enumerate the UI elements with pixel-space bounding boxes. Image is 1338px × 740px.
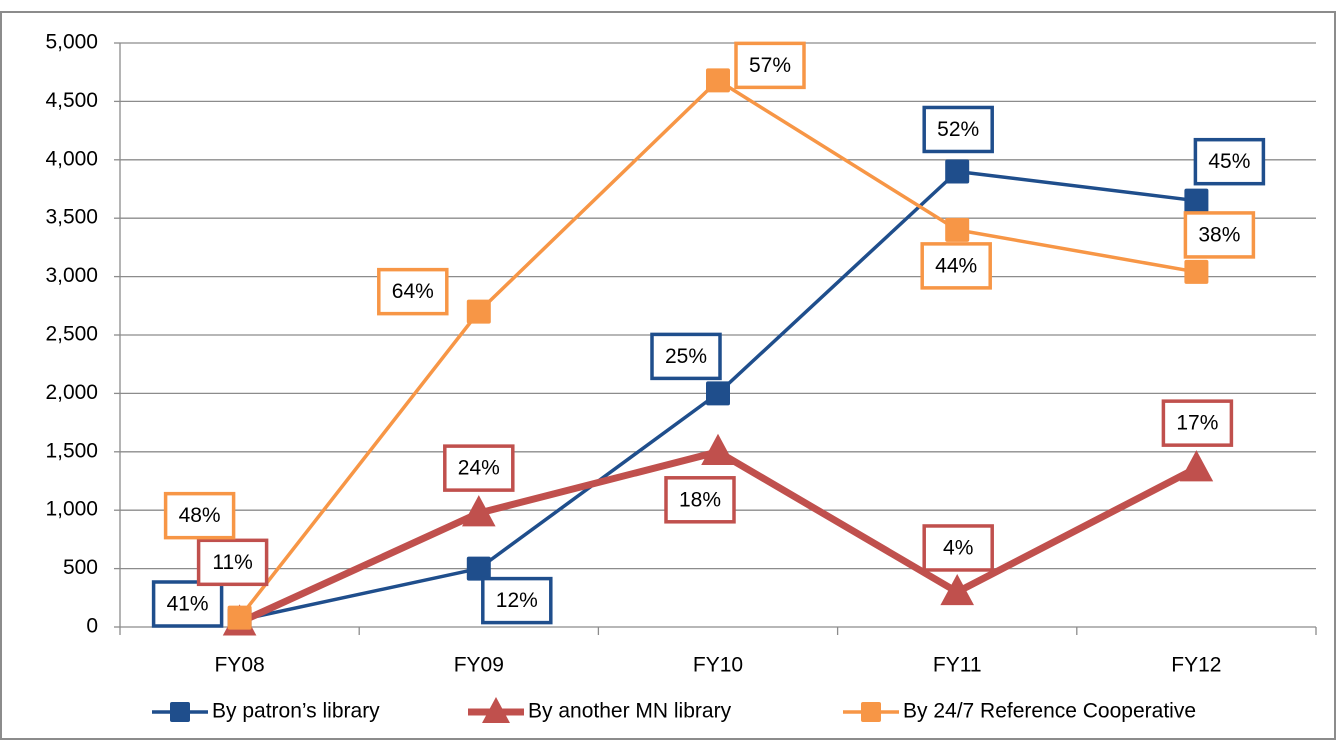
marker — [945, 159, 970, 184]
marker — [462, 495, 496, 527]
data-label-box — [922, 105, 994, 154]
data-label-box — [481, 576, 553, 625]
x-tick-label: FY11 — [933, 654, 982, 677]
marker — [1184, 188, 1209, 213]
x-tick-label: FY08 — [214, 654, 264, 677]
series — [227, 68, 1209, 630]
y-tick-label: 0 — [86, 615, 98, 638]
data-label: 48% — [179, 504, 221, 527]
data-label: 25% — [665, 345, 707, 368]
data-label: 64% — [392, 280, 434, 303]
marker — [706, 381, 730, 406]
y-tick-label: 1,500 — [45, 439, 98, 462]
marker — [701, 433, 735, 465]
data-label: 12% — [496, 589, 538, 612]
data-label-box — [650, 332, 722, 381]
marker — [466, 556, 491, 581]
x-tick-label: FY10 — [693, 654, 743, 677]
data-label: 45% — [1208, 150, 1250, 173]
y-tick-label: 3,000 — [45, 264, 98, 287]
marker — [945, 217, 970, 242]
y-tick-label: 5,000 — [45, 31, 98, 54]
data-label-box — [443, 444, 515, 492]
data-label: 17% — [1176, 412, 1218, 435]
data-label: 11% — [212, 551, 252, 574]
y-tick-label: 1,000 — [45, 498, 98, 521]
legend-label: By another MN library — [528, 700, 732, 723]
x-tick-label: FY09 — [454, 654, 504, 677]
data-label-box — [1183, 211, 1256, 259]
data-label-box — [922, 524, 994, 572]
y-tick-label: 3,500 — [45, 206, 98, 229]
data-label-box — [734, 41, 806, 90]
data-label-box — [920, 242, 992, 290]
marker — [170, 702, 190, 722]
data-label: 4% — [943, 537, 973, 560]
y-tick-label: 4,000 — [45, 147, 98, 170]
data-label: 41% — [167, 593, 209, 616]
data-label: 44% — [935, 254, 977, 277]
data-label-box — [664, 476, 736, 524]
data-label-box — [377, 267, 449, 316]
data-label-box — [163, 491, 236, 540]
data-label-box — [1161, 399, 1234, 447]
marker — [1179, 450, 1214, 482]
y-tick-label: 2,500 — [45, 323, 98, 346]
legend-label: By 24/7 Reference Cooperative — [903, 700, 1196, 723]
data-label-box — [196, 538, 269, 587]
data-label: 38% — [1198, 223, 1240, 246]
x-tick-label: FY12 — [1171, 654, 1221, 677]
data-label: 52% — [937, 118, 979, 141]
marker — [706, 68, 730, 93]
marker — [466, 299, 491, 324]
data-label: 24% — [458, 457, 500, 480]
marker — [940, 573, 974, 606]
legend-label: By patron’s library — [212, 700, 380, 723]
y-tick-label: 2,000 — [45, 381, 98, 404]
marker — [482, 697, 510, 723]
data-label-box — [151, 580, 224, 628]
marker — [227, 605, 252, 630]
y-tick-label: 500 — [63, 556, 98, 579]
marker — [1184, 259, 1209, 284]
y-tick-label: 4,500 — [45, 89, 98, 112]
data-label-box — [1193, 137, 1266, 186]
marker — [861, 702, 881, 722]
data-label: 57% — [749, 54, 791, 77]
data-label: 18% — [679, 488, 721, 511]
